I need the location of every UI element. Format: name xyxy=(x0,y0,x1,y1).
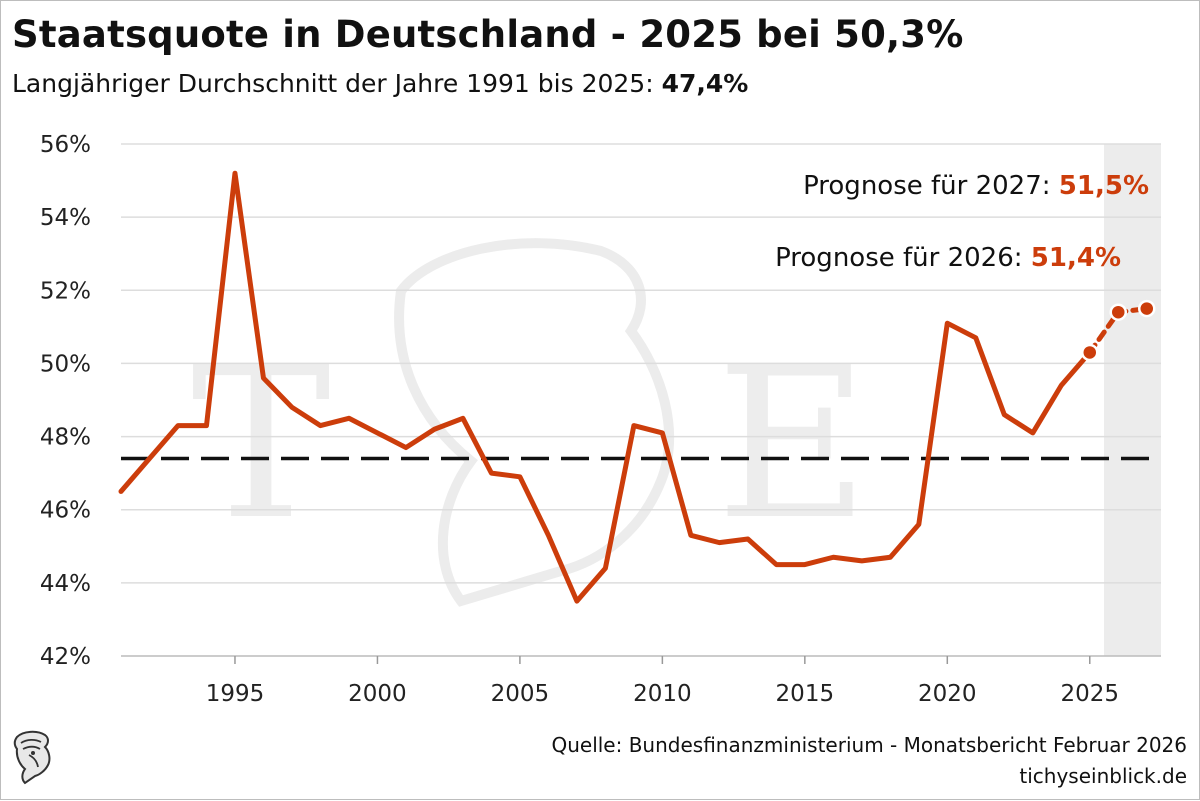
watermark-head-icon xyxy=(394,238,674,607)
x-axis: 1995 2000 2005 2010 2015 2020 2025 xyxy=(206,656,1119,707)
y-tick-label: 46% xyxy=(40,498,91,524)
y-tick-label: 56% xyxy=(40,132,91,158)
x-tick-label: 2010 xyxy=(633,681,692,707)
forecast-annotation: Prognose für 2026: 51,4% xyxy=(775,243,1121,273)
subtitle-average-value: 47,4% xyxy=(661,69,749,98)
x-tick-label: 2005 xyxy=(491,681,550,707)
y-tick-label: 44% xyxy=(40,571,91,597)
y-tick-label: 48% xyxy=(40,425,91,451)
tichys-einblick-logo-icon xyxy=(13,730,51,785)
data-point-2025 xyxy=(1081,343,1099,362)
y-tick-label: 52% xyxy=(40,278,91,304)
series-line-staatsquote xyxy=(118,170,1093,604)
x-tick-label: 2015 xyxy=(776,681,835,707)
forecast-annotation-label: Prognose für 2026: xyxy=(775,243,1031,273)
forecast-annotation-value: 51,5% xyxy=(1059,171,1149,201)
x-tick-label: 1995 xyxy=(206,681,265,707)
series-layer xyxy=(118,170,1156,604)
subtitle-text: Langjähriger Durchschnitt der Jahre 1991… xyxy=(12,69,662,98)
watermark-letter-e: E xyxy=(716,321,869,566)
forecast-annotation-label: Prognose für 2027: xyxy=(803,171,1059,201)
data-point-2026 xyxy=(1109,303,1128,321)
y-tick-label: 54% xyxy=(40,205,91,231)
forecast-annotation: Prognose für 2027: 51,5% xyxy=(803,171,1149,201)
x-tick-label: 2000 xyxy=(348,681,407,707)
chart-title: Staatsquote in Deutschland - 2025 bei 50… xyxy=(12,13,964,56)
gridlines xyxy=(121,143,1161,657)
source-note: Quelle: Bundesfinanzministerium - Monats… xyxy=(551,733,1187,757)
forecast-annotation-value: 51,4% xyxy=(1031,243,1121,273)
forecast-band-layer xyxy=(1104,144,1161,656)
chart-subtitle: Langjähriger Durchschnitt der Jahre 1991… xyxy=(12,69,748,98)
annotations: Prognose für 2027: 51,5%Prognose für 202… xyxy=(775,171,1149,273)
y-tick-label: 50% xyxy=(40,351,91,377)
x-tick-label: 2020 xyxy=(918,681,977,707)
forecast-band xyxy=(1104,144,1161,656)
y-tick-label: 42% xyxy=(40,644,91,670)
site-link[interactable]: tichyseinblick.de xyxy=(1019,764,1187,788)
x-tick-label: 2025 xyxy=(1060,681,1119,707)
y-axis: 42% 44% 46% 48% 50% 52% 54% 56% xyxy=(40,132,91,670)
watermark: T E xyxy=(191,238,869,607)
data-point-2027 xyxy=(1138,299,1156,318)
